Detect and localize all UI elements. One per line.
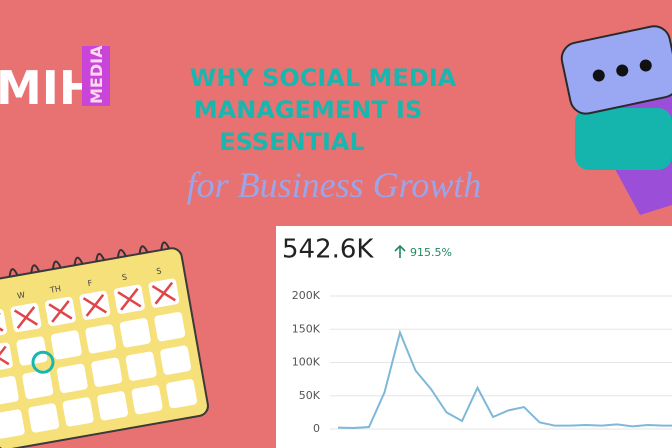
headline: 542.6K: [282, 235, 374, 265]
calendar-cell: [97, 391, 129, 421]
title-line: ESSENTIAL: [219, 128, 365, 156]
calendar-day: TH: [48, 284, 61, 295]
calendar-cell: [50, 330, 82, 360]
logo-sub: MEDIA: [87, 45, 106, 104]
calendar-day: S: [156, 266, 163, 276]
calendar-day: W: [16, 290, 25, 300]
calendar-cell: [125, 351, 157, 381]
cross: [13, 306, 39, 329]
y-tick-label: 50K: [299, 389, 321, 402]
logo-bar: [82, 46, 110, 106]
y-tick-label: 150K: [292, 322, 321, 335]
bubble-teal: [575, 108, 672, 170]
calendar-cell: [119, 318, 151, 348]
calendar: W TH F S S: [0, 241, 209, 448]
cross: [117, 287, 142, 311]
calendar-day: S: [121, 272, 128, 282]
cross: [82, 293, 107, 317]
cross: [151, 281, 176, 305]
calendar-cell: [85, 324, 117, 354]
cross: [0, 345, 10, 369]
calendar-cell: [91, 357, 123, 387]
line: [337, 329, 672, 430]
calendar-cell: [56, 363, 88, 394]
calendar-cell: [16, 336, 48, 366]
up-arrow: [394, 244, 406, 258]
calendar-cell: [131, 385, 163, 415]
cross: [48, 300, 73, 323]
title-line: MANAGEMENT IS: [194, 96, 423, 124]
y-tick-label: 200K: [292, 289, 321, 302]
calendar-cell: [160, 345, 192, 375]
change: 915.5%: [410, 246, 452, 259]
y-tick-label: 100K: [292, 356, 321, 369]
subtitle: for Business Growth: [187, 165, 482, 205]
logo-text: MIH: [0, 61, 97, 115]
calendar-cell: [62, 397, 94, 427]
calendar-cell: [0, 409, 25, 439]
calendar-cell: [0, 375, 19, 406]
title-line: WHY SOCIAL MEDIA: [190, 64, 457, 92]
calendar-day: F: [87, 278, 93, 288]
calendar-cell: [22, 369, 54, 400]
chart-card: [276, 226, 672, 448]
calendar-cell: [28, 403, 60, 433]
calendar-cell: [0, 342, 13, 372]
y-tick-label: 0: [313, 422, 320, 435]
calendar-cell: [166, 379, 197, 409]
bubble-blue: [560, 25, 672, 115]
calendar-cell: [154, 312, 186, 342]
